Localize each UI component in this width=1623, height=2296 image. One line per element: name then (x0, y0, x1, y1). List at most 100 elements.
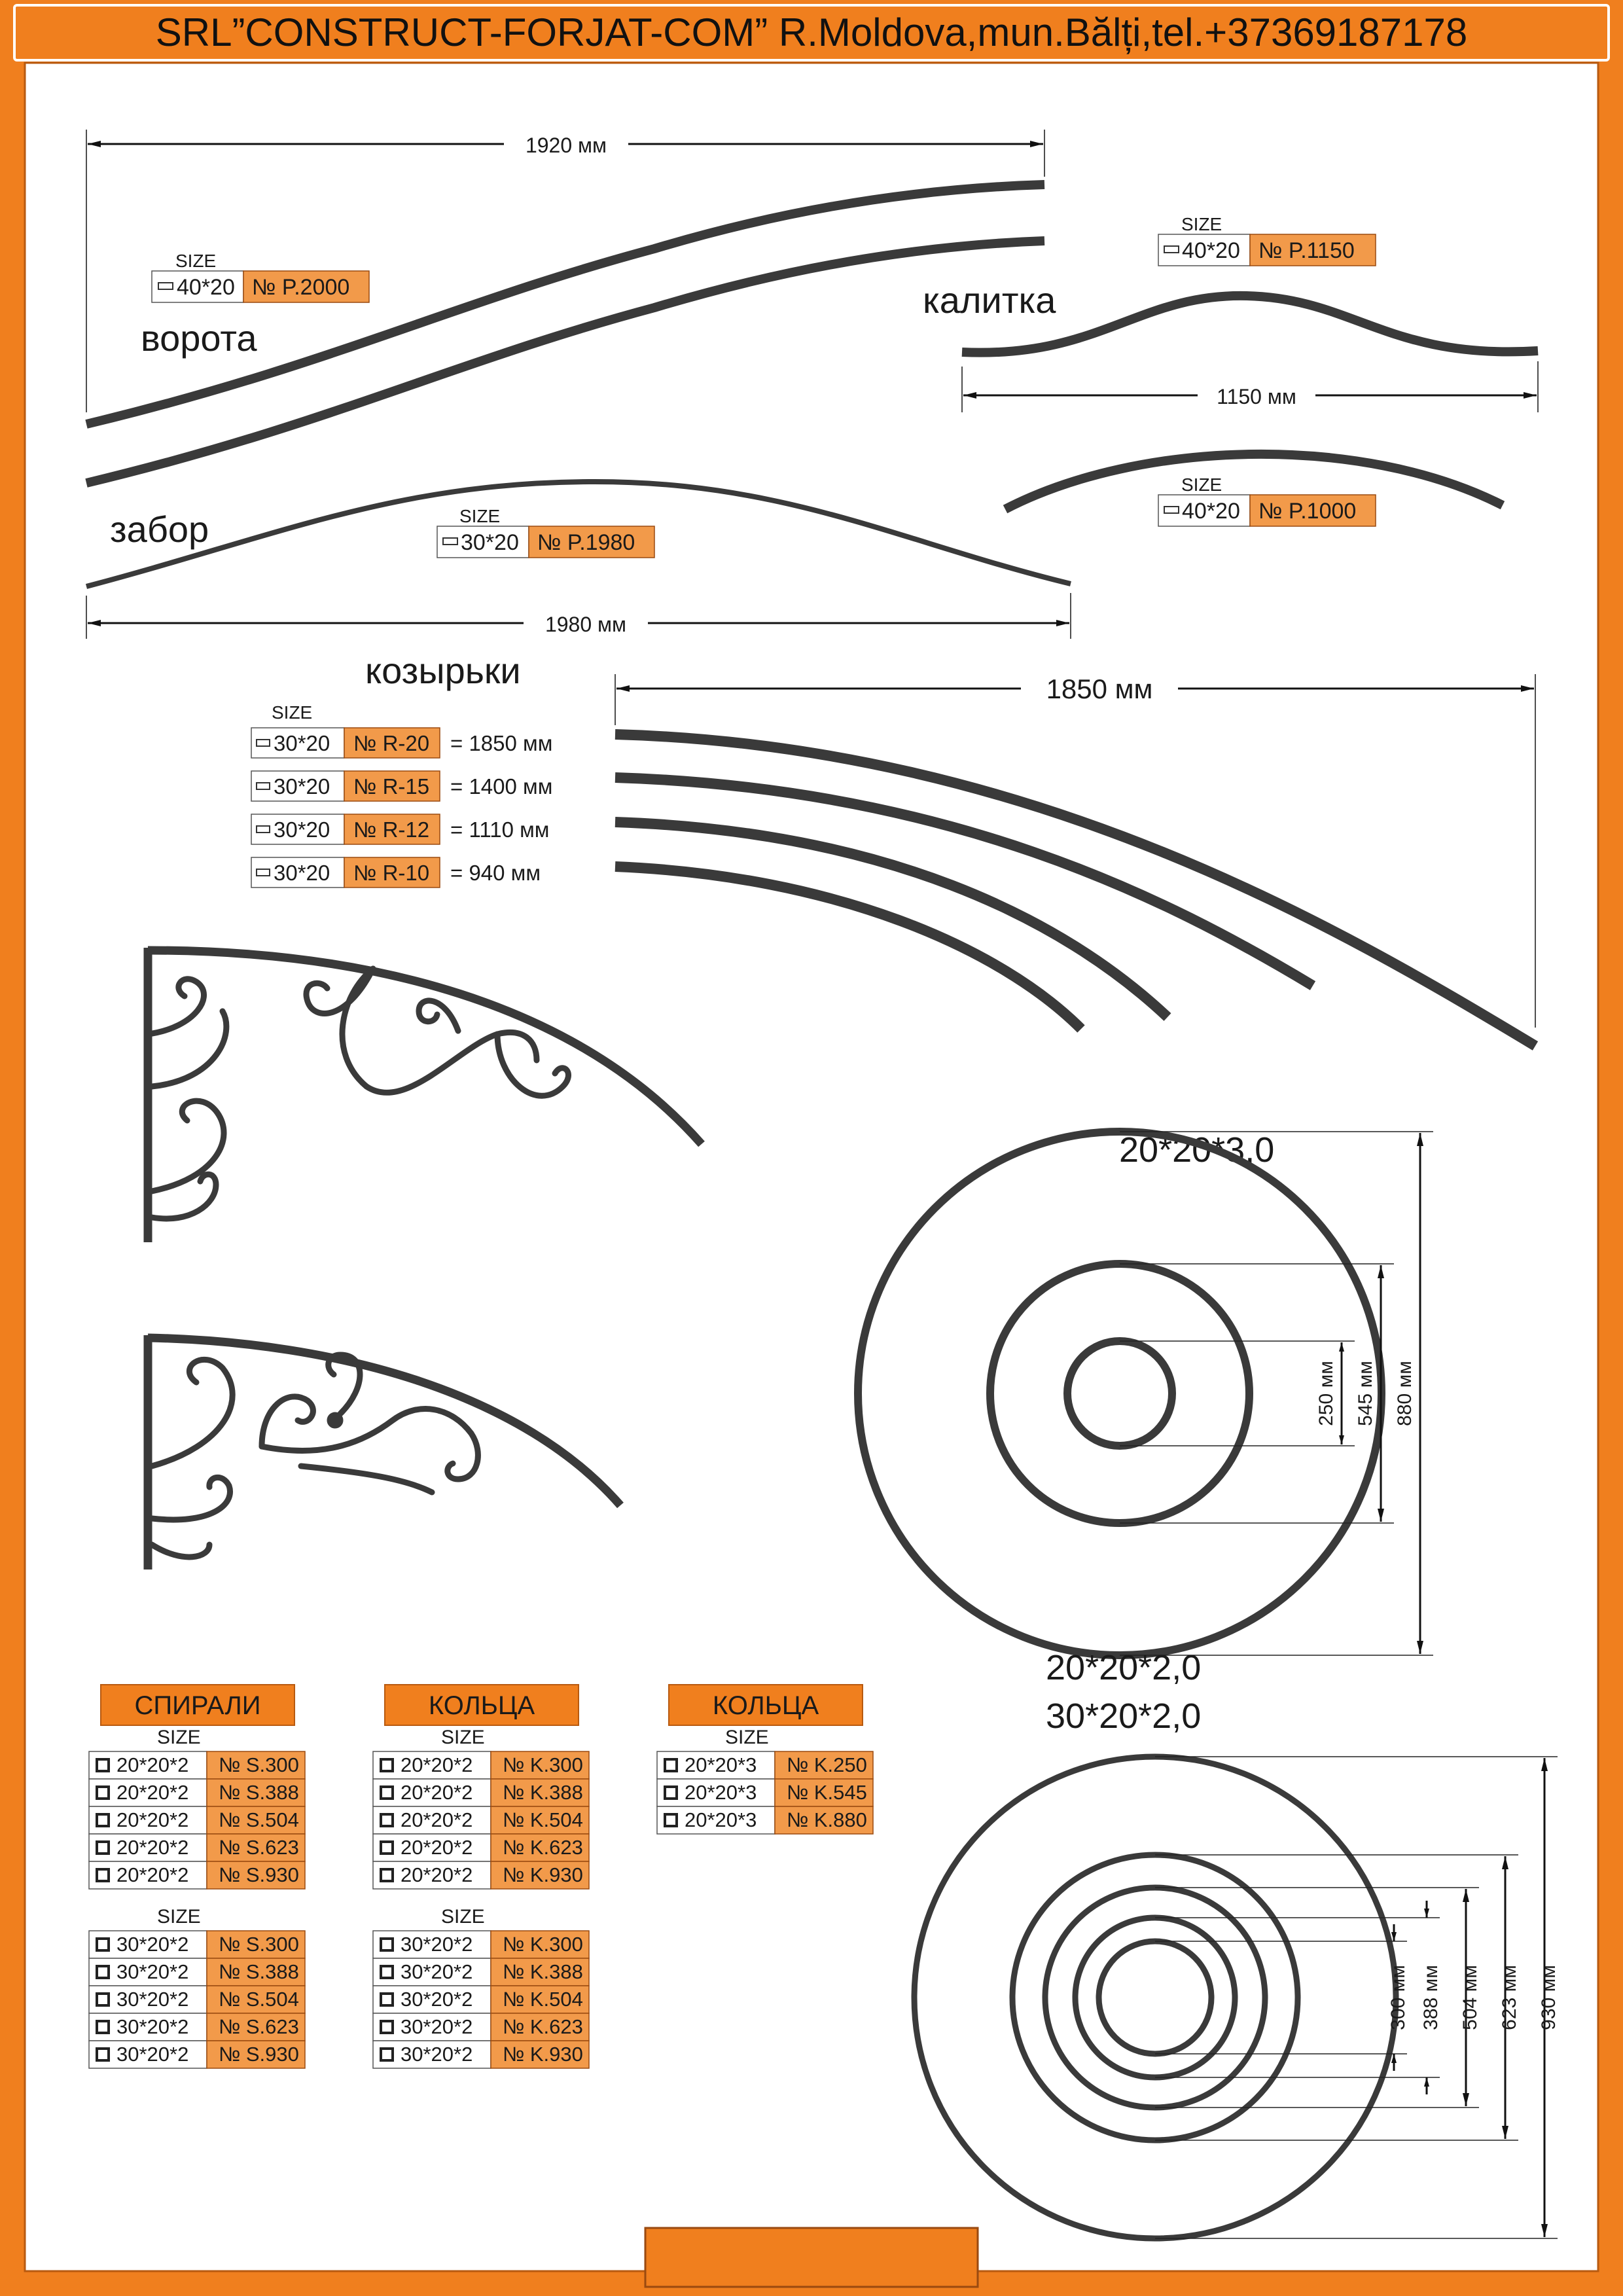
table-row: 20*20*2 № S.504 (88, 1806, 306, 1835)
arc1000-size-label: SIZE (1181, 475, 1222, 495)
code-cell (206, 1958, 306, 1986)
size-value: 20*20*2 (401, 1808, 473, 1831)
code-cell (206, 1861, 306, 1890)
size-value: 20*20*2 (401, 1781, 473, 1804)
footer-tab (644, 2227, 979, 2288)
arc-1000-strip (1003, 449, 1505, 514)
size-value: 30*20*2 (116, 1933, 188, 1956)
size-value: 20*20*2 (401, 1836, 473, 1859)
code-value: № S.930 (219, 1863, 299, 1886)
square-profile-icon (380, 1813, 394, 1827)
kalitka-size: 40*20 (1182, 238, 1240, 263)
table-row: 20*20*2 № K.300 (372, 1751, 590, 1780)
vorota-code-box (243, 270, 370, 303)
code-value: № S.388 (219, 1960, 299, 1983)
code-value: № K.250 (787, 1753, 867, 1776)
square-profile-icon (380, 1785, 394, 1800)
rings-2mm: 20*20*2,0 30*20*2,0 300 мм 388 мм 504 мм… (911, 1648, 1560, 2242)
code-cell (206, 2040, 306, 2069)
table-row: 20*20*2 № K.623 (372, 1833, 590, 1862)
zabor-code-box (528, 526, 655, 558)
table-header: КОЛЬЦА (713, 1691, 819, 1720)
kozyrek-code: № R-15 (353, 774, 429, 798)
kozyrki-dimension: 1850 мм (1046, 673, 1153, 704)
square-profile-icon (96, 1813, 110, 1827)
code-value: № K.880 (787, 1808, 867, 1831)
table-size-label: SIZE (725, 1727, 769, 1748)
profile-icon (1164, 506, 1179, 514)
square-profile-icon (96, 1937, 110, 1952)
square-profile-icon (96, 1840, 110, 1855)
kozyrki-size-label: SIZE (272, 702, 312, 723)
profile-icon (256, 869, 270, 876)
code-value: № S.300 (219, 1753, 299, 1776)
kozyrek-code-box (344, 727, 440, 759)
table-size-label: SIZE (441, 1727, 485, 1748)
code-cell (206, 1751, 306, 1780)
code-cell (490, 1751, 590, 1780)
kalitka-size-label: SIZE (1181, 214, 1222, 234)
kozyrek-code-box (344, 814, 440, 845)
rings3-dim-545: 545 мм (1355, 1361, 1376, 1426)
table-header-box (100, 1684, 295, 1726)
strip-zabor: забор SIZE 30*20 № P.1980 1980 мм (85, 478, 1071, 639)
rings2-title-2: 30*20*2,0 (1046, 1696, 1201, 1736)
table-row: 20*20*2 № K.388 (372, 1778, 590, 1807)
kozyrek-length: = 940 мм (450, 861, 541, 885)
code-cell (206, 1833, 306, 1862)
vorota-size: 40*20 (177, 275, 235, 300)
code-value: № S.504 (219, 1808, 299, 1831)
code-value: № K.545 (787, 1781, 867, 1804)
code-value: № K.300 (503, 1933, 583, 1956)
kozyrek-length: = 1400 мм (450, 774, 552, 798)
kalitka-strip (961, 291, 1539, 357)
code-cell (490, 1806, 590, 1835)
square-profile-icon (380, 1868, 394, 1882)
code-value: № K.388 (503, 1960, 583, 1983)
size-value: 20*20*3 (685, 1781, 757, 1804)
table-row: 30*20*2 № K.388 (372, 1958, 590, 1986)
header-bar (13, 4, 1610, 62)
code-cell (490, 1778, 590, 1807)
kozyrek-curve-r10 (615, 861, 1085, 1033)
table-row: 20*20*3 № K.880 (656, 1806, 874, 1835)
square-profile-icon (96, 1868, 110, 1882)
table-row: 30*20*2 № S.388 (88, 1958, 306, 1986)
table-row: 20*20*2 № S.930 (88, 1861, 306, 1890)
kozyrek-curve-r15 (615, 772, 1316, 990)
size-value: 20*20*2 (116, 1836, 188, 1859)
square-profile-icon (380, 1992, 394, 2007)
code-value: № K.300 (503, 1753, 583, 1776)
square-profile-icon (96, 2020, 110, 2034)
square-profile-icon (380, 2020, 394, 2034)
table-row: 30*20*2 № S.300 (88, 1930, 306, 1959)
kozyrek-row: 30*20 № R-20 = 1850 мм (251, 727, 552, 759)
vorota-strip-lower (85, 236, 1045, 488)
profile-icon (256, 739, 270, 747)
zabor-size-label: SIZE (459, 506, 500, 526)
kalitka-code: № P.1150 (1258, 238, 1355, 263)
code-cell (490, 1833, 590, 1862)
code-value: № S.623 (219, 2015, 299, 2038)
profile-icon (442, 537, 458, 545)
code-value: № K.504 (503, 1808, 583, 1831)
kozyrek-size: 30*20 (274, 774, 330, 798)
table-row: 30*20*2 № K.623 (372, 2013, 590, 2041)
rings2-dim-388: 388 мм (1420, 1965, 1442, 2030)
vorota-size-label: SIZE (175, 251, 216, 271)
code-cell (774, 1751, 874, 1780)
table-header: СПИРАЛИ (135, 1691, 261, 1720)
strip-kalitka: калитка SIZE 40*20 № P.1150 1150 мм (923, 214, 1539, 412)
table-row: 20*20*3 № K.250 (656, 1751, 874, 1780)
profile-icon (158, 282, 173, 290)
zabor-size-box (437, 526, 529, 558)
table-row: 20*20*2 № S.623 (88, 1833, 306, 1862)
square-profile-icon (380, 1937, 394, 1952)
kozyrek-size-box (251, 727, 345, 759)
header-title: SRL”CONSTRUCT-FORJAT-COM” R.Moldova,mun.… (156, 10, 1468, 54)
vorota-caption: ворота (141, 317, 257, 359)
bracket-upper (143, 946, 705, 1242)
code-value: № S.930 (219, 2043, 299, 2066)
